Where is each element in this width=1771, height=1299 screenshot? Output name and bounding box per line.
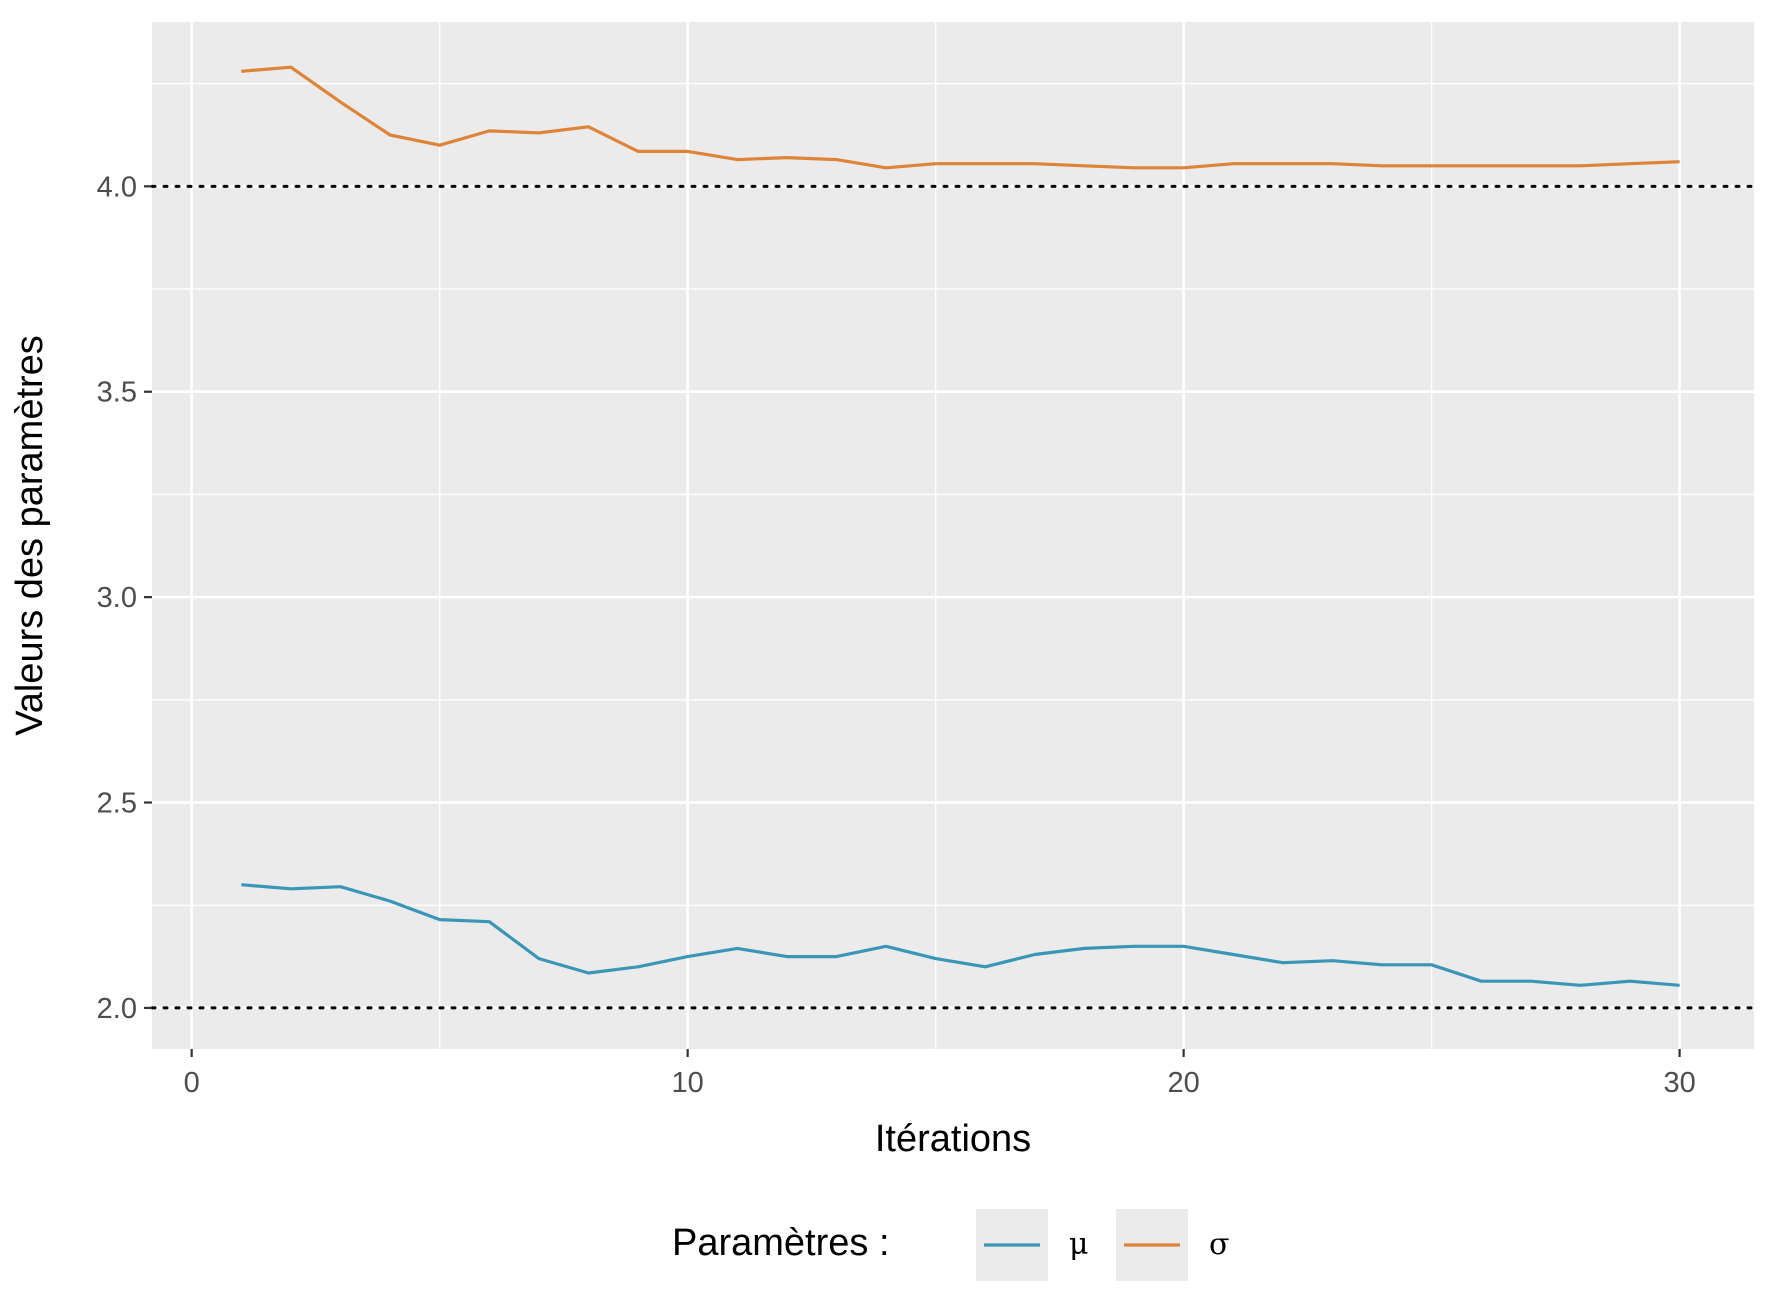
x-tick-label: 30 bbox=[1663, 1067, 1695, 1099]
series-line-mu bbox=[241, 883, 1680, 987]
plot-panel bbox=[152, 22, 1754, 1049]
y-tick-label: 3.5 bbox=[97, 377, 137, 409]
major-gridlines bbox=[152, 22, 1754, 1049]
legend: Paramètres : μ σ bbox=[672, 1209, 1229, 1281]
axes: 0 10 20 30 2.0 2.5 3.0 3.5 4.0 bbox=[97, 171, 1696, 1099]
y-axis-title: Valeurs des paramètres bbox=[9, 335, 51, 736]
y-tick-label: 4.0 bbox=[97, 171, 137, 203]
x-tick-label: 0 bbox=[184, 1067, 200, 1099]
series-lines bbox=[241, 65, 1680, 987]
x-axis-title: Itérations bbox=[875, 1118, 1031, 1160]
y-tick-label: 3.0 bbox=[97, 582, 137, 614]
y-tick-label: 2.0 bbox=[97, 993, 137, 1025]
legend-title: Paramètres : bbox=[672, 1222, 890, 1264]
legend-label-mu: μ bbox=[1069, 1227, 1089, 1262]
y-tick-label: 2.5 bbox=[97, 788, 137, 820]
legend-label-sigma: σ bbox=[1209, 1227, 1229, 1262]
minor-gridlines bbox=[152, 22, 1754, 1049]
x-tick-label: 20 bbox=[1167, 1067, 1199, 1099]
reference-lines bbox=[150, 184, 1756, 1010]
x-tick-label: 10 bbox=[672, 1067, 704, 1099]
series-line-sigma bbox=[241, 65, 1680, 170]
